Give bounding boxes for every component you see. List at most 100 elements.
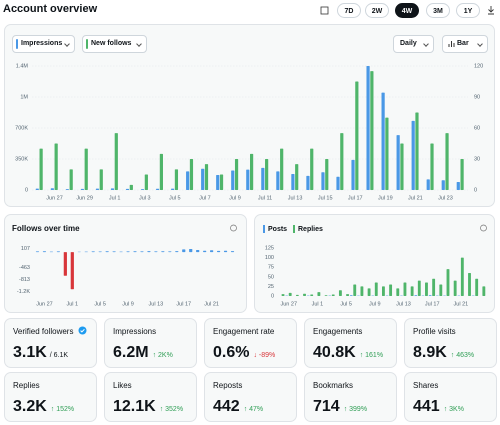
- calendar-icon[interactable]: [318, 3, 331, 18]
- bar: [49, 251, 54, 253]
- bar: [250, 153, 254, 190]
- bar: [425, 282, 428, 296]
- x-tick-label: Jul 21: [454, 301, 469, 307]
- bar: [119, 251, 123, 253]
- bar: [288, 292, 292, 296]
- x-tick-label: Jul 21: [408, 195, 423, 201]
- x-tick-label: Jul 7: [199, 195, 211, 201]
- bar: [411, 120, 415, 190]
- stat-value: 3.1K: [13, 344, 47, 361]
- bar: [155, 188, 160, 190]
- y-tick-label: 100: [265, 255, 274, 261]
- stat-label: Shares: [413, 381, 439, 390]
- stat-value-row: 441 ↑ 3K%: [413, 398, 464, 416]
- stat-change: ↑ 161%: [359, 352, 384, 359]
- stat-card: Likes 12.1K ↑ 352%: [104, 372, 197, 422]
- range-tab[interactable]: 7D: [337, 3, 361, 18]
- stat-label: Engagements: [313, 327, 363, 336]
- bar: [69, 169, 73, 190]
- bar: [112, 251, 116, 253]
- bar: [331, 294, 335, 296]
- bar: [321, 172, 325, 190]
- bar: [366, 66, 370, 190]
- stat-value-row: 40.8K ↑ 161%: [313, 344, 383, 362]
- bar: [50, 188, 54, 190]
- y-tick-label: 700K: [15, 125, 28, 131]
- bar: [482, 286, 486, 296]
- legend-item: Replies: [293, 225, 323, 233]
- bar: [396, 288, 400, 296]
- range-tab[interactable]: 1Y: [456, 3, 480, 18]
- bar: [370, 71, 374, 190]
- bar: [414, 295, 418, 296]
- x-tick-label: Jul 9: [229, 195, 241, 201]
- range-tab[interactable]: 3M: [426, 3, 450, 18]
- bar: [310, 294, 314, 296]
- bar: [125, 188, 130, 190]
- bar: [35, 188, 39, 190]
- download-glyph: [488, 6, 494, 15]
- range-tab[interactable]: 4W: [395, 3, 419, 18]
- stat-value: 6.2M: [113, 344, 149, 361]
- metric-dropdown[interactable]: Impressions: [12, 35, 75, 53]
- bar: [216, 174, 220, 190]
- bar: [353, 284, 357, 296]
- stat-value: 12.1K: [113, 398, 156, 415]
- stat-label: Verified followers: [13, 327, 74, 336]
- metric-name: New follows: [91, 40, 132, 47]
- y2-tick-label: 0: [474, 187, 477, 193]
- bar: [147, 251, 151, 253]
- bar: [389, 284, 393, 296]
- bar: [428, 295, 432, 296]
- range-tab[interactable]: 2W: [365, 3, 389, 18]
- bar: [189, 159, 194, 190]
- bar: [161, 251, 165, 253]
- bar: [110, 188, 115, 190]
- download-icon[interactable]: [484, 3, 498, 18]
- bar: [126, 251, 130, 253]
- x-tick-label: Jul 23: [438, 195, 453, 201]
- y-tick-label: -813: [19, 277, 30, 283]
- stat-label: Engagement rate: [213, 327, 275, 336]
- info-icon[interactable]: [230, 224, 237, 232]
- stat-value-row: 6.2M ↑ 2K%: [113, 344, 173, 362]
- bar-icon-shape: [448, 41, 455, 47]
- x-tick-label: Jul 13: [288, 195, 303, 201]
- bar: [35, 251, 40, 253]
- x-tick-label: Jul 5: [94, 301, 106, 307]
- info-icon[interactable]: [480, 224, 487, 232]
- legend-item: Posts: [263, 225, 287, 233]
- bar: [201, 168, 205, 190]
- bar: [439, 284, 443, 296]
- bar: [310, 148, 314, 190]
- bar: [403, 282, 407, 296]
- interval-dropdown[interactable]: Daily: [393, 35, 434, 53]
- stat-value-row: 12.1K ↑ 352%: [113, 398, 183, 416]
- y2-tick-label: 90: [474, 94, 480, 100]
- bar: [324, 295, 328, 296]
- x-tick-label: Jun 27: [281, 301, 298, 307]
- metric-dropdown[interactable]: New follows: [82, 35, 147, 53]
- legend-swatch: [293, 225, 295, 233]
- x-tick-label: Jul 21: [204, 301, 219, 307]
- bar: [265, 159, 269, 190]
- stat-card: Shares 441 ↑ 3K%: [404, 372, 497, 422]
- y2-tick-label: 60: [474, 125, 480, 131]
- x-tick-label: Jul 1: [312, 301, 324, 307]
- y2-tick-label: 120: [474, 63, 483, 69]
- badge-check: [80, 328, 85, 333]
- style-label: Bar: [457, 40, 469, 47]
- calendar-shape: [320, 6, 329, 15]
- style-dropdown[interactable]: Bar: [442, 35, 488, 53]
- interval-label: Daily: [400, 40, 417, 47]
- y-tick-label: 125: [265, 245, 274, 251]
- x-tick-label: Jul 17: [176, 301, 191, 307]
- stat-label: Likes: [113, 381, 132, 390]
- bar: [84, 251, 88, 253]
- bar: [460, 257, 464, 296]
- bar: [216, 250, 221, 253]
- x-tick-label: Jul 19: [378, 195, 393, 201]
- bar: [42, 251, 47, 253]
- y-tick-label: 0: [25, 187, 28, 193]
